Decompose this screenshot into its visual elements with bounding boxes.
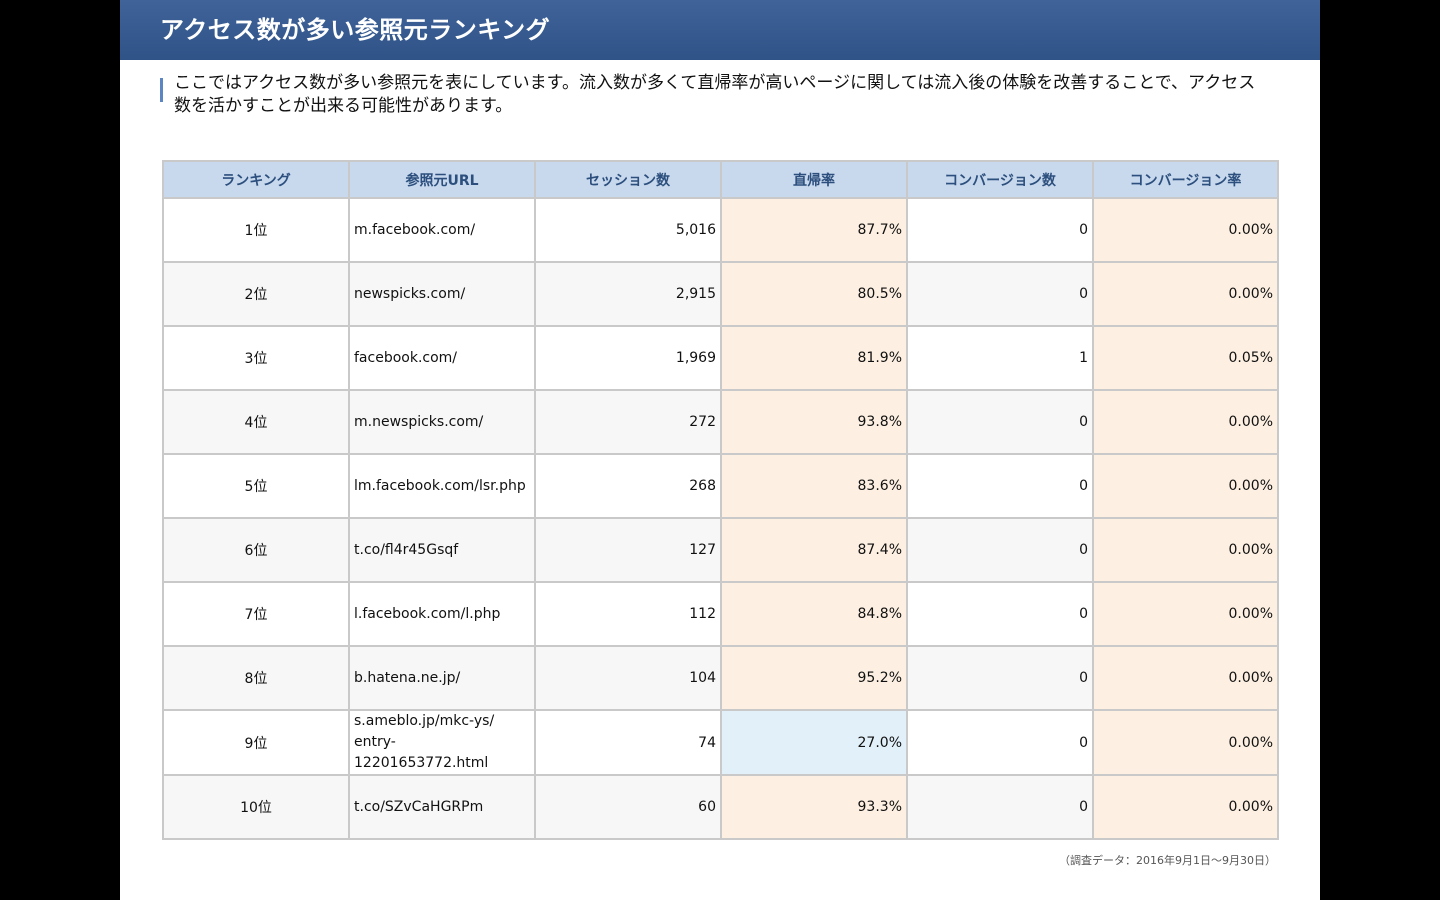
url-line: newspicks.com/ <box>354 285 466 302</box>
cell-conversions: 0 <box>906 453 1094 519</box>
cell-conversions: 0 <box>906 645 1094 711</box>
cell-bounce: 80.5% <box>720 261 908 327</box>
cell-sessions: 268 <box>534 453 722 519</box>
url-line: lm.facebook.com/lsr.php <box>354 477 526 494</box>
cell-url: facebook.com/ <box>348 325 536 391</box>
cell-sessions: 127 <box>534 517 722 583</box>
url-line: entry-12201653772.html <box>354 734 489 771</box>
cell-rank: 6位 <box>162 517 350 583</box>
cell-url: t.co/SZvCaHGRPm <box>348 774 536 840</box>
cell-rank: 10位 <box>162 774 350 840</box>
cell-conv-rate: 0.00% <box>1092 774 1279 840</box>
cell-url: lm.facebook.com/lsr.php <box>348 453 536 519</box>
cell-conv-rate: 0.00% <box>1092 197 1279 263</box>
cell-conversions: 0 <box>906 774 1094 840</box>
cell-sessions: 112 <box>534 581 722 647</box>
footnote-survey-period: （調査データ：2016年9月1日～9月30日） <box>1059 854 1276 867</box>
cell-conversions: 0 <box>906 581 1094 647</box>
url-line: m.newspicks.com/ <box>354 413 484 430</box>
cell-sessions: 1,969 <box>534 325 722 391</box>
cell-sessions: 74 <box>534 709 722 776</box>
header-url: 参照元URL <box>348 160 536 199</box>
cell-conversions: 0 <box>906 517 1094 583</box>
cell-sessions: 60 <box>534 774 722 840</box>
cell-url: newspicks.com/ <box>348 261 536 327</box>
table-row: 5位 lm.facebook.com/lsr.php 268 83.6% 0 0… <box>162 453 1279 519</box>
lead-text: ここではアクセス数が多い参照元を表にしています。流入数が多くて直帰率が高いページ… <box>174 73 1256 116</box>
table-row: 10位 t.co/SZvCaHGRPm 60 93.3% 0 0.00% <box>162 774 1279 840</box>
url-line: m.facebook.com/ <box>354 221 476 238</box>
table-header-row: ランキング 参照元URL セッション数 直帰率 コンバージョン数 コンバージョン… <box>162 160 1279 199</box>
cell-bounce: 93.8% <box>720 389 908 455</box>
header-conversions: コンバージョン数 <box>906 160 1094 199</box>
cell-conv-rate: 0.00% <box>1092 645 1279 711</box>
table-row: 3位 facebook.com/ 1,969 81.9% 1 0.05% <box>162 325 1279 391</box>
cell-bounce: 84.8% <box>720 581 908 647</box>
cell-bounce: 93.3% <box>720 774 908 840</box>
cell-bounce: 27.0% <box>720 709 908 776</box>
page-title: アクセス数が多い参照元ランキング <box>160 16 551 44</box>
url-line: facebook.com/ <box>354 349 458 366</box>
cell-sessions: 2,915 <box>534 261 722 327</box>
cell-conversions: 1 <box>906 325 1094 391</box>
url-line: l.facebook.com/l.php <box>354 605 501 622</box>
slide: アクセス数が多い参照元ランキング ここではアクセス数が多い参照元を表にしています… <box>120 0 1320 900</box>
cell-rank: 9位 <box>162 709 350 776</box>
table-row: 6位 t.co/fl4r45Gsqf 127 87.4% 0 0.00% <box>162 517 1279 583</box>
header-bar: アクセス数が多い参照元ランキング <box>120 0 1320 60</box>
table-row: 4位 m.newspicks.com/ 272 93.8% 0 0.00% <box>162 389 1279 455</box>
cell-conversions: 0 <box>906 261 1094 327</box>
header-bounce: 直帰率 <box>720 160 908 199</box>
cell-rank: 5位 <box>162 453 350 519</box>
cell-rank: 4位 <box>162 389 350 455</box>
header-rank: ランキング <box>162 160 350 199</box>
cell-rank: 1位 <box>162 197 350 263</box>
cell-conversions: 0 <box>906 709 1094 776</box>
table-row: 7位 l.facebook.com/l.php 112 84.8% 0 0.00… <box>162 581 1279 647</box>
cell-conv-rate: 0.00% <box>1092 517 1279 583</box>
cell-conversions: 0 <box>906 197 1094 263</box>
cell-url: l.facebook.com/l.php <box>348 581 536 647</box>
header-conv-rate: コンバージョン率 <box>1092 160 1279 199</box>
table-row: 9位 s.ameblo.jp/mkc-ys/entry-12201653772.… <box>162 709 1279 776</box>
cell-rank: 3位 <box>162 325 350 391</box>
cell-url: b.hatena.ne.jp/ <box>348 645 536 711</box>
cell-rank: 7位 <box>162 581 350 647</box>
cell-url: m.facebook.com/ <box>348 197 536 263</box>
table-row: 1位 m.facebook.com/ 5,016 87.7% 0 0.00% <box>162 197 1279 263</box>
table-row: 2位 newspicks.com/ 2,915 80.5% 0 0.00% <box>162 261 1279 327</box>
url-line: b.hatena.ne.jp/ <box>354 669 461 686</box>
table-row: 8位 b.hatena.ne.jp/ 104 95.2% 0 0.00% <box>162 645 1279 711</box>
cell-url: s.ameblo.jp/mkc-ys/entry-12201653772.htm… <box>348 709 536 776</box>
cell-bounce: 87.7% <box>720 197 908 263</box>
cell-conv-rate: 0.00% <box>1092 581 1279 647</box>
cell-conv-rate: 0.00% <box>1092 261 1279 327</box>
header-sessions: セッション数 <box>534 160 722 199</box>
cell-bounce: 83.6% <box>720 453 908 519</box>
url-line: t.co/SZvCaHGRPm <box>354 798 484 815</box>
cell-rank: 2位 <box>162 261 350 327</box>
cell-bounce: 95.2% <box>720 645 908 711</box>
cell-sessions: 272 <box>534 389 722 455</box>
ranking-table: ランキング 参照元URL セッション数 直帰率 コンバージョン数 コンバージョン… <box>162 160 1279 840</box>
cell-sessions: 5,016 <box>534 197 722 263</box>
cell-bounce: 81.9% <box>720 325 908 391</box>
cell-conv-rate: 0.00% <box>1092 389 1279 455</box>
lead-accent-bar <box>160 78 163 102</box>
url-line: t.co/fl4r45Gsqf <box>354 541 459 558</box>
cell-conversions: 0 <box>906 389 1094 455</box>
url-line: s.ameblo.jp/mkc-ys/ <box>354 713 495 729</box>
cell-rank: 8位 <box>162 645 350 711</box>
cell-bounce: 87.4% <box>720 517 908 583</box>
cell-conv-rate: 0.00% <box>1092 453 1279 519</box>
cell-conv-rate: 0.05% <box>1092 325 1279 391</box>
cell-sessions: 104 <box>534 645 722 711</box>
cell-conv-rate: 0.00% <box>1092 709 1279 776</box>
cell-url: m.newspicks.com/ <box>348 389 536 455</box>
cell-url: t.co/fl4r45Gsqf <box>348 517 536 583</box>
